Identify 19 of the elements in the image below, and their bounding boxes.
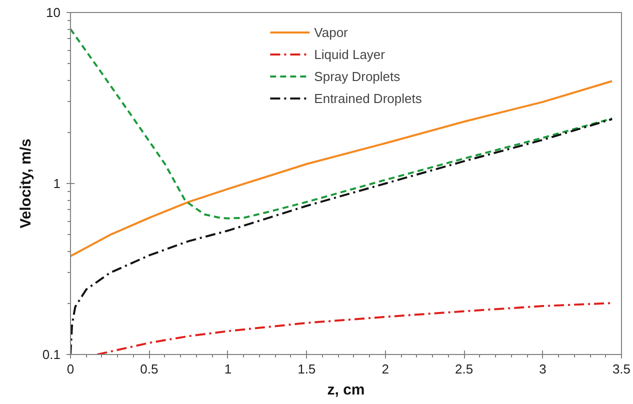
x-tick-label: 3 [539, 362, 546, 376]
legend-label: Entrained Droplets [314, 90, 422, 106]
x-tick-label: 2.5 [455, 362, 474, 376]
x-tick-label: 3.5 [612, 362, 631, 376]
y-tick-label: 1 [53, 176, 61, 191]
legend-label: Spray Droplets [314, 68, 400, 84]
x-axis-title: z, cm [327, 382, 365, 398]
line-series [70, 28, 614, 220]
legend-label: Vapor [314, 24, 348, 40]
x-tick-label: 1.5 [298, 362, 316, 376]
x-tick-label: 0.5 [140, 362, 158, 376]
legend-label: Liquid Layer [314, 46, 385, 62]
x-tick-label: 1 [224, 362, 232, 376]
x-tick-label: 2 [382, 362, 389, 376]
x-tick-label: 0 [66, 362, 74, 376]
y-axis-title: Velocity, m/s [17, 138, 34, 228]
y-tick-label: 0.1 [42, 347, 61, 362]
line-series [70, 118, 614, 354]
y-tick-label: 10 [46, 5, 61, 20]
